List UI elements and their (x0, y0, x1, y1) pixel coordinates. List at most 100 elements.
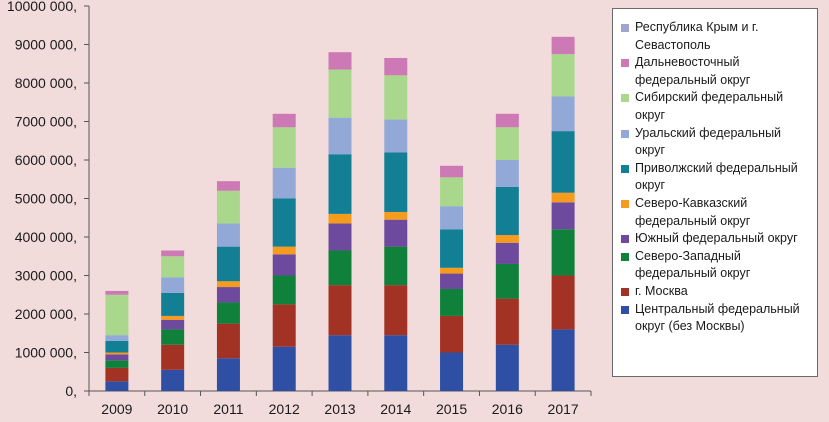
bar-segment (272, 304, 296, 347)
bar-segment (161, 315, 185, 320)
bar-segment (216, 287, 240, 303)
bar-segment (495, 186, 519, 236)
bar-segment (216, 181, 240, 191)
bar-segment (272, 127, 296, 168)
bar-segment (105, 294, 129, 336)
bar-segment (551, 202, 575, 230)
legend-item: Сибирский федеральный округ (621, 89, 811, 124)
bar-segment (328, 154, 352, 214)
y-axis: 0, 1000 000, 2000 000, 3000 000, 4000 000, 50… (7, 0, 90, 399)
bar-segment (495, 235, 519, 243)
bar-segment (384, 119, 408, 153)
legend-label: Северо-Кавказский федеральный округ (635, 195, 751, 228)
bar-segment (551, 192, 575, 203)
bar-segment (440, 177, 464, 207)
y-tick-label: 0, (65, 383, 77, 399)
y-tick-label: 8000 000, (15, 75, 77, 91)
bar-segment (105, 367, 129, 382)
bar-segment (551, 229, 575, 276)
legend-swatch (621, 24, 629, 32)
y-tick-label: 1000 000, (15, 345, 77, 361)
bar-stack (440, 165, 464, 391)
legend-item: Северо-Западный федеральный округ (621, 248, 811, 283)
bar-segment (272, 254, 296, 276)
legend-label: Сибирский федеральный округ (635, 90, 784, 122)
bar-segment (495, 242, 519, 264)
legend-swatch (621, 235, 629, 244)
x-tick-label: 2010 (157, 401, 188, 417)
legend-label: г. Москва (635, 283, 688, 298)
bar-segment (216, 190, 240, 224)
bar-segment (272, 246, 296, 255)
bar-segment (105, 340, 129, 353)
legend-swatch (621, 199, 629, 208)
y-tick-label: 4000 000, (15, 229, 77, 245)
x-tick-label: 2015 (436, 401, 467, 417)
bar-segment (440, 352, 464, 391)
legend-item: Дальневосточный федеральный округ (621, 54, 811, 89)
legend-swatch (621, 252, 629, 261)
bar-segment (384, 335, 408, 391)
legend-label: Приволжский федеральный округ (635, 160, 798, 193)
bar-segment (105, 290, 129, 295)
legend-swatch (621, 59, 629, 68)
bar-segment (440, 206, 464, 230)
bar-segment (105, 354, 129, 361)
bar-segment (384, 57, 408, 76)
x-tick-label: 2013 (324, 401, 355, 417)
bar-segment (272, 113, 296, 128)
legend-swatch (621, 129, 629, 138)
legend-item: Приволжский федеральный округ (621, 160, 811, 195)
bar-segment (161, 292, 185, 316)
bar-segment (440, 165, 464, 178)
bar-segment (495, 113, 519, 128)
bar-segment (105, 352, 129, 355)
bar-segment (328, 117, 352, 155)
bar-segment (216, 302, 240, 324)
bar-stack (328, 52, 352, 391)
x-tick-label: 2016 (492, 401, 523, 417)
legend-item: Южный федеральный округ (621, 230, 811, 248)
bar-segment (384, 246, 408, 286)
bar-segment (384, 285, 408, 336)
bar-stacks (105, 36, 575, 391)
bar-segment (495, 160, 519, 187)
bar-segment (105, 381, 129, 391)
y-tick-label: 3000 000, (15, 268, 77, 284)
legend-item: Центральный федеральный округ (без Москв… (621, 301, 811, 336)
legend-label: Южный федеральный округ (635, 231, 798, 246)
bar-segment (216, 281, 240, 288)
bar-segment (495, 263, 519, 299)
legend-item: г. Москва (621, 283, 811, 301)
bar-segment (105, 360, 129, 368)
bar-segment (328, 69, 352, 118)
x-tick-label: 2017 (548, 401, 579, 417)
x-tick-label: 2012 (269, 401, 300, 417)
bar-segment (161, 319, 185, 330)
bar-segment (216, 358, 240, 391)
bar-stack (161, 250, 185, 391)
y-tick-label: 10000 000, (7, 0, 77, 14)
bar-segment (551, 36, 575, 55)
bar-stack (384, 57, 408, 391)
bar-segment (216, 223, 240, 247)
bar-segment (551, 54, 575, 97)
y-tick-label: 2000 000, (15, 306, 77, 322)
legend-label: Центральный федеральный округ (без Москв… (635, 301, 800, 334)
bar-segment (105, 335, 129, 341)
legend-swatch (621, 164, 629, 173)
legend-label: Северо-Западный федеральный округ (635, 248, 751, 281)
bar-segment (328, 250, 352, 286)
bar-segment (495, 298, 519, 345)
bar-segment (161, 344, 185, 370)
x-tick-label: 2009 (101, 401, 132, 417)
bar-segment (272, 167, 296, 199)
bar-stack (272, 113, 296, 391)
bar-segment (328, 223, 352, 251)
legend-item: Северо-Кавказский федеральный округ (621, 195, 811, 230)
bar-segment (495, 127, 519, 160)
bar-segment (161, 250, 185, 257)
y-tick-label: 7000 000, (15, 114, 77, 130)
